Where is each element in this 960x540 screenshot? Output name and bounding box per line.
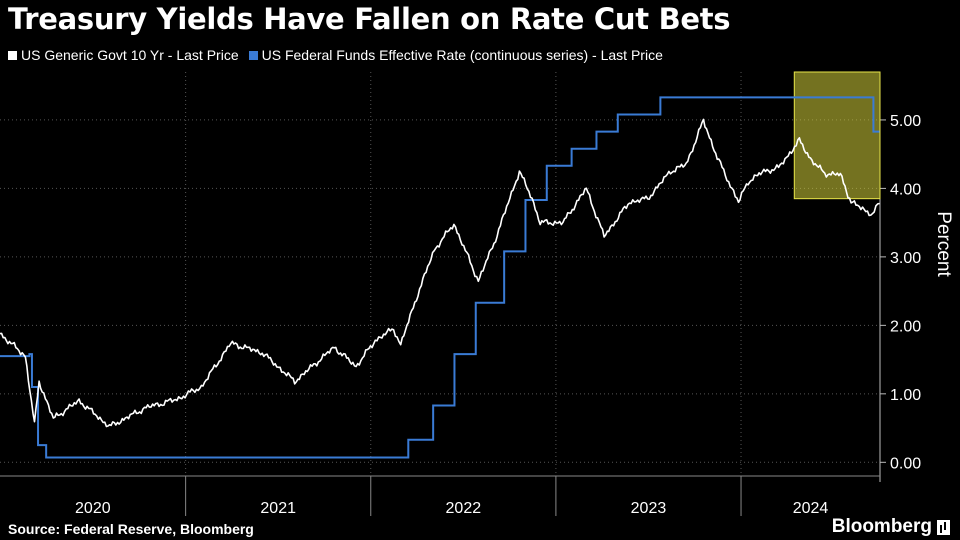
bloomberg-logo: Bloomberg bbox=[832, 516, 950, 538]
y-tick-label-2: 2.00 bbox=[890, 318, 921, 335]
y-tick-label-3: 3.00 bbox=[890, 250, 921, 267]
legend-swatch-fedfunds bbox=[248, 50, 258, 60]
x-tick-label-4: 2024 bbox=[793, 500, 829, 517]
highlight-box bbox=[793, 71, 881, 200]
x-tick-label-1: 2021 bbox=[260, 500, 296, 517]
x-tick-label-3: 2023 bbox=[631, 500, 667, 517]
series-line-fedfunds bbox=[0, 96, 880, 459]
y-tick-label-5: 5.00 bbox=[890, 113, 921, 130]
legend-entry-yield: US Generic Govt 10 Yr - Last Price bbox=[8, 47, 239, 63]
legend-label-yield: US Generic Govt 10 Yr - Last Price bbox=[21, 47, 239, 63]
x-tick-label-2: 2022 bbox=[446, 500, 482, 517]
series-line-yield bbox=[0, 118, 880, 428]
chart-legend: US Generic Govt 10 Yr - Last Price US Fe… bbox=[8, 47, 673, 63]
y-tick-label-0: 0.00 bbox=[890, 455, 921, 472]
legend-label-fedfunds: US Federal Funds Effective Rate (continu… bbox=[261, 47, 663, 63]
source-note: Source: Federal Reserve, Bloomberg bbox=[8, 521, 254, 537]
brand-name: Bloomberg bbox=[831, 516, 932, 537]
bloomberg-terminal-icon bbox=[937, 519, 950, 535]
y-tick-label-4: 4.00 bbox=[890, 181, 921, 198]
y-axis-label: Percent bbox=[933, 211, 954, 277]
x-tick-label-0: 2020 bbox=[75, 500, 111, 517]
legend-swatch-yield bbox=[8, 50, 17, 60]
y-tick-label-1: 1.00 bbox=[890, 387, 921, 404]
chart-title: Treasury Yields Have Fallen on Rate Cut … bbox=[8, 2, 731, 36]
legend-entry-fedfunds: US Federal Funds Effective Rate (continu… bbox=[248, 47, 663, 63]
